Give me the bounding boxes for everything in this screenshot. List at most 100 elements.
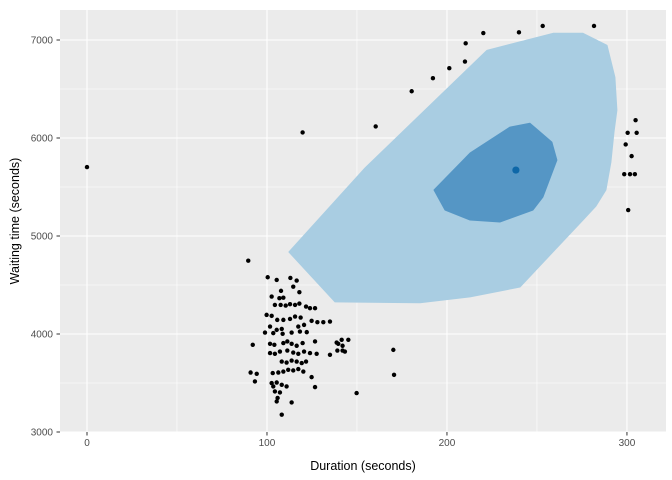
data-point xyxy=(296,366,301,372)
data-point xyxy=(294,359,299,364)
x-tick-label: 200 xyxy=(439,438,456,449)
inner-density-region-polygon xyxy=(433,122,558,223)
data-point xyxy=(340,343,345,348)
data-point xyxy=(277,296,282,301)
data-point xyxy=(335,348,340,353)
data-point xyxy=(281,317,286,323)
data-point xyxy=(281,369,286,374)
data-point xyxy=(304,329,309,335)
data-point xyxy=(281,340,286,346)
data-point xyxy=(301,322,307,328)
data-point xyxy=(246,258,251,263)
data-point xyxy=(447,66,452,71)
data-point xyxy=(294,278,299,283)
data-point xyxy=(297,329,303,334)
data-point xyxy=(632,171,638,177)
data-point xyxy=(309,318,314,324)
data-point xyxy=(346,337,351,342)
y-axis-title: Waiting time (seconds) xyxy=(8,157,22,285)
data-point xyxy=(274,327,279,333)
data-point xyxy=(626,207,631,213)
data-point xyxy=(272,351,278,356)
data-point xyxy=(339,337,344,342)
data-point xyxy=(269,313,274,319)
x-tick-label: 300 xyxy=(619,438,636,449)
y-tick-label: 7000 xyxy=(31,35,54,46)
data-point xyxy=(252,379,258,384)
data-point xyxy=(297,289,302,295)
data-point xyxy=(300,340,305,346)
data-point xyxy=(272,342,277,347)
data-point xyxy=(274,399,279,404)
data-point xyxy=(275,317,280,323)
data-point xyxy=(314,351,319,356)
data-point xyxy=(274,380,279,385)
data-point xyxy=(327,352,333,357)
data-point xyxy=(279,412,284,417)
data-point xyxy=(627,171,633,177)
data-point xyxy=(272,302,278,308)
y-tick-label: 4000 xyxy=(31,329,54,340)
data-point xyxy=(301,369,306,374)
data-point xyxy=(309,374,314,380)
data-point xyxy=(278,288,284,294)
x-axis-title: Duration (seconds) xyxy=(310,459,416,473)
data-point xyxy=(254,371,259,376)
data-point xyxy=(272,389,278,394)
data-point xyxy=(540,23,545,29)
data-point xyxy=(275,395,280,401)
data-point xyxy=(298,315,303,320)
data-point xyxy=(84,164,90,170)
data-point xyxy=(248,370,253,375)
data-point xyxy=(629,153,634,159)
data-point xyxy=(289,358,294,363)
data-point xyxy=(312,384,318,390)
data-point xyxy=(463,41,468,46)
data-point xyxy=(391,347,396,353)
data-point xyxy=(284,360,289,365)
data-point xyxy=(289,400,294,405)
data-point xyxy=(279,359,284,364)
y-tick-label: 3000 xyxy=(31,428,54,439)
data-point xyxy=(262,330,268,335)
data-point xyxy=(269,380,274,386)
data-point xyxy=(373,124,378,129)
data-point xyxy=(279,382,284,387)
data-point xyxy=(269,294,274,299)
data-point xyxy=(284,384,289,389)
data-point xyxy=(327,319,333,324)
data-point xyxy=(285,348,290,353)
data-point xyxy=(292,314,298,319)
data-point xyxy=(296,351,301,356)
data-point xyxy=(279,326,284,332)
data-point xyxy=(289,330,294,335)
data-point xyxy=(315,319,320,325)
data-point xyxy=(283,303,288,308)
data-point xyxy=(623,142,628,147)
data-point xyxy=(481,30,486,36)
data-point xyxy=(274,277,279,283)
x-tick-label: 0 xyxy=(84,438,90,449)
data-point xyxy=(409,89,414,94)
data-point xyxy=(276,370,281,375)
data-point xyxy=(292,302,298,308)
data-point xyxy=(312,306,318,311)
data-point xyxy=(271,384,276,389)
data-point xyxy=(516,30,522,35)
data-point xyxy=(354,390,359,396)
x-tick-label: 100 xyxy=(259,438,276,449)
data-point xyxy=(289,341,294,346)
data-point xyxy=(267,341,273,346)
data-point xyxy=(271,330,276,336)
data-point xyxy=(342,349,348,354)
data-point xyxy=(296,324,301,329)
data-point xyxy=(291,284,296,289)
y-tick-label: 6000 xyxy=(31,133,54,144)
data-point xyxy=(297,301,302,306)
outer-density-region-polygon xyxy=(288,32,618,304)
data-point xyxy=(287,316,293,322)
data-point xyxy=(288,275,293,281)
data-point xyxy=(307,306,313,311)
